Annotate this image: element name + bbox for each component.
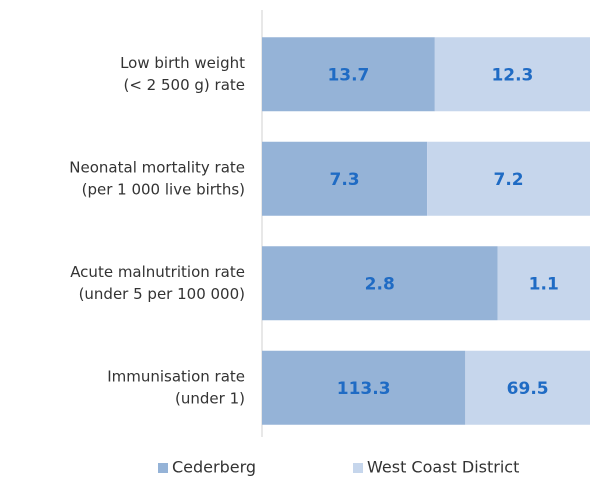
- bar-segment: [497, 246, 590, 321]
- category-label: (under 1): [175, 389, 245, 407]
- category-label: Immunisation rate: [107, 367, 245, 385]
- value-label: 113.3: [337, 379, 391, 399]
- category-label: (under 5 per 100 000): [79, 285, 245, 303]
- bar-segment: [262, 350, 466, 425]
- bar-segment: [262, 37, 435, 112]
- category-label: Acute malnutrition rate: [70, 263, 245, 281]
- bar-segment: [427, 141, 590, 216]
- value-label: 1.1: [529, 274, 559, 294]
- bar-segment: [465, 350, 590, 425]
- value-label: 69.5: [507, 379, 549, 399]
- bar-segment: [434, 37, 590, 112]
- legend-label: Cederberg: [172, 458, 256, 477]
- legend-label: West Coast District: [367, 458, 519, 477]
- value-label: 12.3: [491, 65, 533, 85]
- category-label: Low birth weight: [120, 54, 245, 72]
- value-label: 7.3: [330, 170, 360, 190]
- category-label: Neonatal mortality rate: [69, 158, 245, 176]
- value-label: 13.7: [327, 65, 369, 85]
- value-label: 2.8: [365, 274, 395, 294]
- legend-swatch: [353, 463, 363, 473]
- bar-segment: [262, 246, 498, 321]
- legend-swatch: [158, 463, 168, 473]
- category-label: (< 2 500 g) rate: [123, 76, 245, 94]
- bar-segment: [262, 141, 428, 216]
- category-label: (per 1 000 live births): [82, 180, 245, 198]
- value-label: 7.2: [494, 170, 524, 190]
